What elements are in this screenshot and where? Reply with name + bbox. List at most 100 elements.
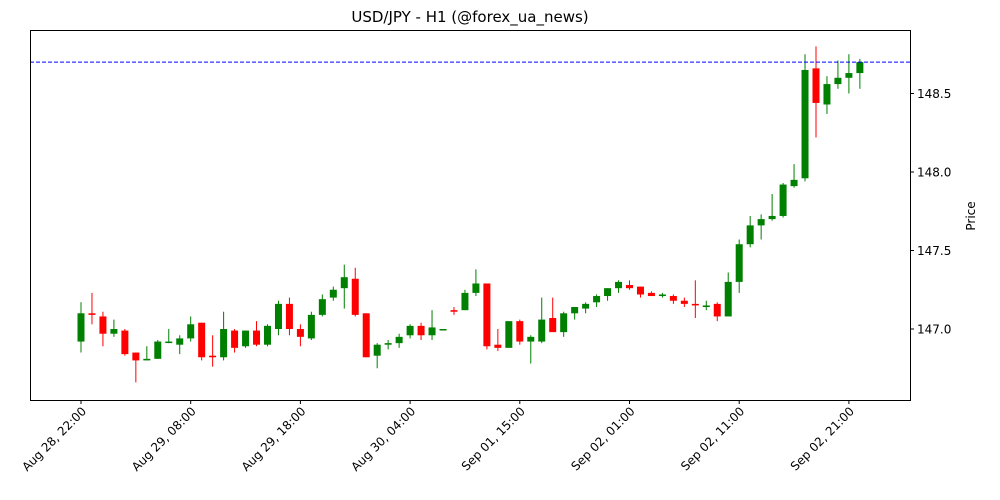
candle — [165, 329, 173, 344]
candle-body — [176, 338, 184, 345]
candle-body — [351, 278, 359, 315]
candle-body — [154, 341, 162, 359]
candle — [263, 324, 271, 347]
candle-body — [527, 336, 535, 342]
candle — [812, 46, 820, 138]
candle — [790, 164, 798, 188]
candle — [746, 215, 754, 248]
x-tick-label: Aug 30, 04:00 — [348, 404, 418, 474]
candle-body — [593, 296, 601, 303]
candle-body — [384, 343, 392, 345]
candle — [143, 346, 151, 361]
candle — [110, 319, 118, 337]
x-tick-label: Aug 29, 08:00 — [129, 404, 199, 474]
candle — [362, 313, 370, 358]
plot-area — [77, 46, 864, 383]
candle-body — [406, 325, 414, 336]
x-tick-label: Sep 01, 15:00 — [459, 404, 528, 473]
candle-body — [615, 281, 623, 289]
candle-body — [439, 329, 447, 331]
candle — [176, 335, 184, 355]
candle — [296, 324, 304, 347]
candle — [231, 329, 239, 353]
candle-body — [571, 307, 579, 314]
candle-body — [834, 77, 842, 85]
candle-body — [713, 303, 721, 317]
candle-body — [253, 330, 261, 345]
candle — [406, 324, 414, 339]
candle-body — [329, 289, 337, 298]
candle-body — [823, 84, 831, 105]
candle — [691, 280, 699, 319]
plot-frame — [30, 30, 911, 401]
candle-body — [274, 303, 282, 329]
candle-body — [121, 330, 129, 355]
candle-body — [604, 288, 612, 297]
candle-body — [757, 219, 765, 226]
candle-body — [77, 313, 85, 342]
y-axis: 147.0 147.5 148.0 148.5 — [910, 87, 951, 337]
candle-body — [845, 73, 853, 78]
candle — [702, 300, 710, 311]
candle — [560, 311, 568, 337]
y-tick-label: 147.0 — [917, 323, 951, 337]
candle-body — [658, 294, 666, 297]
candle-body — [88, 313, 96, 315]
candle-body — [340, 277, 348, 289]
candle — [472, 269, 480, 297]
candle-body — [472, 283, 480, 293]
candle — [604, 288, 612, 301]
candle — [735, 239, 743, 293]
candle-body — [220, 329, 228, 358]
candle — [329, 286, 337, 301]
candle-body — [99, 316, 107, 334]
candle-body — [812, 68, 820, 103]
candle — [801, 54, 809, 182]
candle — [88, 292, 96, 325]
candle-body — [307, 314, 315, 339]
candle-body — [110, 329, 118, 334]
candle-body — [724, 281, 732, 317]
candle-body — [680, 300, 688, 304]
candle-body — [768, 215, 776, 220]
candle — [582, 302, 590, 314]
y-tick-label: 148.0 — [917, 166, 951, 180]
candle-body — [450, 310, 458, 312]
candle-body — [165, 341, 173, 344]
candle-body — [735, 244, 743, 282]
x-tick-label: Aug 29, 18:00 — [239, 404, 309, 474]
candle — [77, 302, 85, 353]
candle-body — [263, 325, 271, 345]
candle-body — [636, 286, 644, 295]
candle-body — [285, 303, 293, 329]
candle — [351, 267, 359, 317]
candle — [132, 352, 140, 383]
candle-body — [318, 299, 326, 315]
candle-body — [549, 318, 557, 333]
candle — [187, 316, 195, 342]
candle — [724, 272, 732, 317]
y-tick-label: 148.5 — [917, 87, 951, 101]
candle-body — [790, 179, 798, 187]
candle — [154, 339, 162, 359]
candle — [121, 329, 129, 356]
candle — [538, 297, 546, 344]
candle-body — [296, 329, 304, 337]
candle-body — [187, 324, 195, 339]
candle — [845, 54, 853, 94]
chart-title: USD/JPY - H1 (@forex_ua_news) — [351, 8, 588, 27]
candle — [253, 321, 261, 347]
candle — [856, 58, 864, 89]
candle-body — [242, 330, 250, 347]
candle-body — [691, 303, 699, 306]
candle — [647, 291, 655, 297]
candle — [99, 311, 107, 347]
candle-body — [428, 327, 436, 336]
candle — [505, 321, 513, 348]
candle-body — [702, 305, 710, 308]
candle-body — [198, 322, 206, 358]
candle — [768, 193, 776, 221]
candle — [494, 329, 502, 351]
candle — [626, 280, 633, 290]
